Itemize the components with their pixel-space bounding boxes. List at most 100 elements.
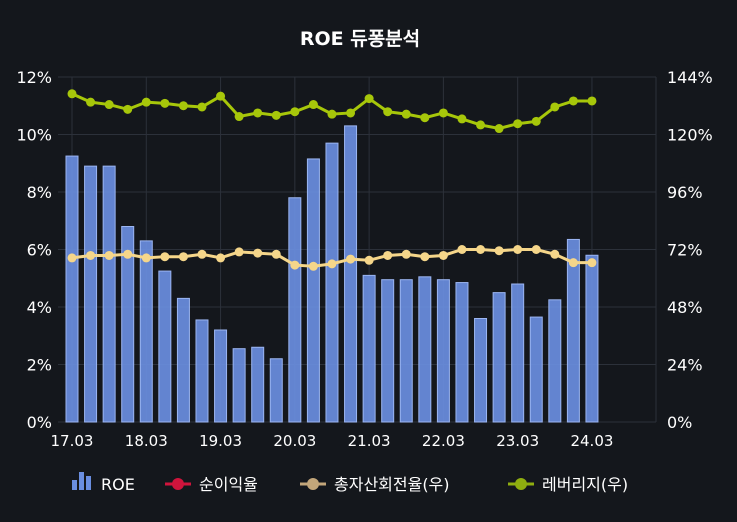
roe-bar <box>306 158 320 423</box>
roe-bar <box>288 197 302 423</box>
roe-bar <box>474 318 488 423</box>
series-point <box>308 100 318 110</box>
series-point <box>308 261 318 271</box>
roe-bar <box>399 279 413 423</box>
roe-bar <box>381 279 395 423</box>
series-point <box>346 108 356 118</box>
roe-bar <box>492 292 506 423</box>
roe-bar <box>214 329 228 423</box>
y-right-tick-label: 96% <box>667 183 703 202</box>
x-tick-label: 21.03 <box>348 432 391 450</box>
icon-dot <box>515 478 527 490</box>
series-point <box>141 97 151 107</box>
legend-label: 레버리지(우) <box>542 475 628 494</box>
series-point <box>550 102 560 112</box>
series-point <box>383 107 393 117</box>
line-dot-icon <box>300 478 326 490</box>
series-point <box>271 110 281 120</box>
y-right-tick-label: 144% <box>667 68 713 87</box>
series-point <box>216 253 226 263</box>
roe-bar <box>511 283 525 423</box>
series-point <box>587 96 597 106</box>
roe-bars <box>65 125 599 423</box>
series-point <box>123 249 133 259</box>
series-point <box>290 107 300 117</box>
roe-bar <box>529 316 543 423</box>
series-point <box>123 104 133 114</box>
roe-bar <box>418 276 432 423</box>
y-left-tick-label: 2% <box>27 356 52 375</box>
series-point <box>364 94 374 104</box>
series-point <box>420 252 430 262</box>
roe-bar <box>65 155 79 423</box>
roe-bar <box>232 348 246 423</box>
series-point <box>346 254 356 264</box>
x-tick-label: 20.03 <box>273 432 316 450</box>
y-right-tick-label: 120% <box>667 126 713 145</box>
icon-bar <box>79 472 84 490</box>
y-right-tick-label: 0% <box>667 413 692 432</box>
series-point <box>178 252 188 262</box>
line-dot-icon <box>508 478 534 490</box>
roe-bar <box>436 279 450 423</box>
series-point <box>531 116 541 126</box>
series-point <box>197 102 207 112</box>
line-dot-icon <box>165 478 191 490</box>
series-point <box>438 250 448 260</box>
series-point <box>383 250 393 260</box>
series-point <box>253 108 263 118</box>
y-left-tick-label: 4% <box>27 298 52 317</box>
series-point <box>271 249 281 259</box>
x-tick-label: 19.03 <box>199 432 242 450</box>
chart-title: ROE 듀퐁분석 <box>300 28 420 50</box>
series-point <box>104 250 114 260</box>
series-point <box>476 245 486 254</box>
series-point <box>513 119 523 129</box>
legend-label: 순이익율 <box>199 475 258 494</box>
x-tick-label: 23.03 <box>496 432 539 450</box>
roe-bar <box>344 125 358 423</box>
series-point <box>234 112 244 122</box>
series-point <box>197 249 207 259</box>
roe-bar <box>269 358 283 423</box>
series-point <box>513 245 523 254</box>
y-left-tick-label: 0% <box>27 413 52 432</box>
legend-label: ROE <box>101 475 135 494</box>
roe-bar <box>195 319 209 423</box>
series-point <box>216 91 226 101</box>
series-point <box>327 259 337 269</box>
y-right-tick-label: 48% <box>667 298 703 317</box>
roe-bar <box>455 282 469 423</box>
series-point <box>253 248 263 258</box>
icon-bar <box>72 480 77 490</box>
series-point <box>86 250 96 260</box>
y-left-tick-label: 6% <box>27 241 52 260</box>
series-point <box>568 96 578 106</box>
series-point <box>234 247 244 257</box>
x-tick-label: 22.03 <box>422 432 465 450</box>
roe-bar <box>325 142 339 423</box>
roe-bar <box>158 270 172 423</box>
series-point <box>160 98 170 108</box>
roe-bar <box>121 226 135 423</box>
roe-bar <box>362 274 376 423</box>
series-point <box>160 252 170 262</box>
series-point <box>420 113 430 123</box>
series-point <box>494 246 504 256</box>
y-left-tick-label: 10% <box>16 126 52 145</box>
legend: ROE 순이익율 총자산회전율(우) 레버리지(우) <box>72 472 628 494</box>
roe-bar <box>102 165 116 423</box>
y-left-tick-label: 8% <box>27 183 52 202</box>
series-point <box>364 255 374 265</box>
series-point <box>290 260 300 270</box>
roe-bar <box>251 346 265 423</box>
legend-label: 총자산회전율(우) <box>334 475 450 494</box>
x-tick-label: 17.03 <box>51 432 94 450</box>
icon-dot <box>307 478 319 490</box>
series-point <box>178 101 188 111</box>
bar-chart-icon <box>72 472 91 490</box>
series-point <box>587 258 597 268</box>
series-point <box>438 108 448 118</box>
roe-bar <box>585 254 599 423</box>
